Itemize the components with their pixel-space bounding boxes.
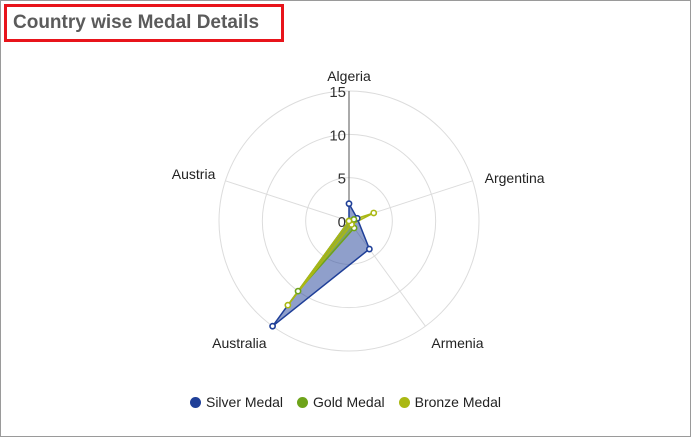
chart-title-box: Country wise Medal Details (4, 4, 284, 42)
data-point (284, 301, 292, 309)
legend-marker-gold (297, 396, 309, 408)
category-label: Argentina (485, 170, 545, 186)
radial-tick-label: 15 (329, 84, 346, 101)
legend-label-silver: Silver Medal (205, 394, 284, 410)
axis-spoke (225, 180, 350, 222)
legend-item-bronze[interactable]: Bronze Medal (398, 394, 501, 410)
chart-legend: Silver Medal Gold Medal Bronze Medal (0, 394, 691, 410)
data-point (345, 200, 353, 208)
category-label: Australia (212, 335, 267, 351)
radial-tick-label: 5 (338, 171, 346, 188)
legend-marker-bronze (398, 396, 410, 408)
category-label: Austria (172, 166, 216, 182)
legend-label-gold: Gold Medal (313, 394, 385, 410)
legend-marker-silver (189, 396, 201, 408)
chart-title: Country wise Medal Details (13, 12, 260, 33)
data-point (365, 245, 373, 253)
data-point (294, 287, 302, 295)
radial-tick-label: 10 (329, 127, 346, 144)
legend-label-bronze: Bronze Medal (414, 394, 501, 410)
data-point (370, 209, 378, 217)
data-point (269, 322, 276, 330)
legend-item-silver[interactable]: Silver Medal (189, 394, 284, 410)
category-label: Armenia (431, 335, 483, 351)
data-point (345, 217, 353, 225)
radial-tick-label: 0 (338, 214, 346, 231)
legend-item-gold[interactable]: Gold Medal (297, 394, 385, 410)
category-label: Algeria (327, 68, 371, 84)
